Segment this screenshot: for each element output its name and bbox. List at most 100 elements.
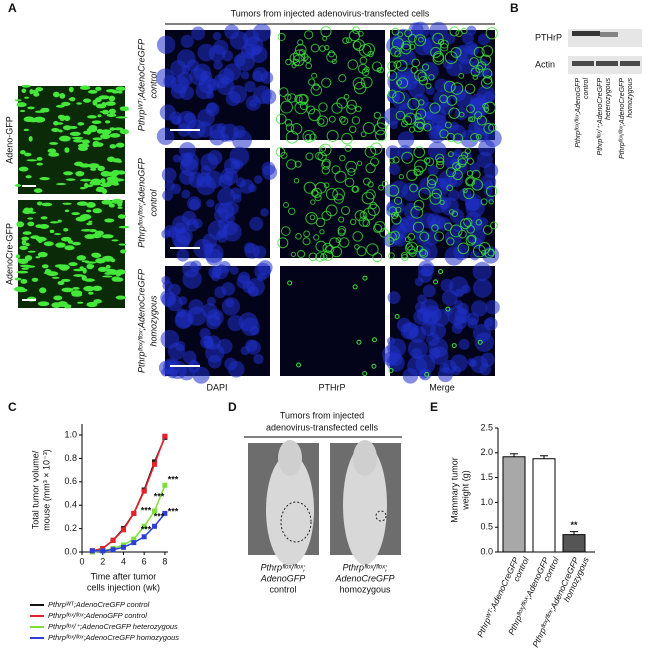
cell xyxy=(107,171,114,176)
stain xyxy=(377,66,384,74)
row-label: control xyxy=(148,188,158,216)
nucleus xyxy=(161,275,171,285)
nucleus xyxy=(387,90,401,104)
cell xyxy=(92,285,103,292)
stain xyxy=(447,151,454,158)
annotation: *** xyxy=(141,505,152,515)
stain xyxy=(341,132,353,145)
stain xyxy=(362,219,371,228)
stain xyxy=(292,54,305,67)
stain xyxy=(425,157,435,167)
cell xyxy=(63,171,73,176)
cell xyxy=(54,264,66,268)
legend-label: Pthrpᶠˡᵒˣ/ᶠˡᵒˣ;AdenoGFP control xyxy=(48,611,147,620)
stain xyxy=(427,174,438,186)
cell xyxy=(40,216,48,220)
stain xyxy=(462,188,468,194)
cell xyxy=(21,88,27,94)
cell xyxy=(19,109,26,113)
cell xyxy=(108,269,118,275)
nucleus xyxy=(221,282,236,296)
stain xyxy=(277,32,286,41)
cell xyxy=(100,133,111,140)
stain xyxy=(400,251,408,259)
stain xyxy=(449,224,463,238)
nucleus xyxy=(464,196,480,212)
cell xyxy=(75,216,87,222)
stain xyxy=(475,219,482,226)
cell xyxy=(79,186,86,190)
cell xyxy=(69,131,81,136)
cell xyxy=(24,152,32,157)
nucleus xyxy=(218,261,231,274)
cell xyxy=(57,114,65,119)
x-axis-label: Time after tumor xyxy=(91,571,157,581)
stain xyxy=(471,179,484,191)
stain xyxy=(290,123,303,135)
nucleus xyxy=(177,71,193,87)
nucleus xyxy=(252,70,264,82)
nucleus xyxy=(481,246,500,264)
cell xyxy=(52,91,60,98)
stain xyxy=(312,83,320,91)
nucleus xyxy=(477,33,490,46)
annotation: *** xyxy=(154,511,165,521)
nucleus xyxy=(253,353,264,365)
panel-label: A xyxy=(8,1,17,15)
annotation: ** xyxy=(570,520,578,530)
nucleus xyxy=(249,99,258,108)
cell xyxy=(43,241,54,247)
stain xyxy=(475,133,482,140)
stain xyxy=(287,280,293,286)
nucleus xyxy=(422,36,443,57)
cell xyxy=(92,142,99,148)
nucleus xyxy=(385,145,400,160)
stain xyxy=(325,188,339,201)
nucleus xyxy=(197,43,216,62)
marker xyxy=(110,547,116,553)
stain xyxy=(397,77,409,89)
stain xyxy=(408,248,417,257)
nucleus xyxy=(206,90,215,99)
stain xyxy=(356,246,367,257)
cell xyxy=(33,188,43,193)
y-tick-label: 0.6 xyxy=(64,476,77,486)
stain xyxy=(339,116,346,123)
cell xyxy=(65,178,76,181)
stain xyxy=(443,80,456,93)
cell xyxy=(112,178,125,182)
image-label: AdenoCre-GFP xyxy=(4,223,14,285)
nucleus xyxy=(451,322,463,334)
nucleus xyxy=(253,245,267,259)
cell xyxy=(108,108,116,115)
cell xyxy=(101,234,114,239)
marker xyxy=(162,433,168,439)
micrograph xyxy=(383,139,500,266)
cell xyxy=(39,287,47,294)
cell xyxy=(35,236,47,242)
cell xyxy=(62,202,72,205)
stain xyxy=(388,368,394,374)
nucleus xyxy=(181,65,191,74)
y-tick-label: 1.0 xyxy=(64,429,77,439)
nucleus xyxy=(262,164,278,180)
micrograph xyxy=(155,23,277,150)
stain xyxy=(311,72,318,79)
cell xyxy=(40,107,50,113)
stain xyxy=(413,168,421,177)
stain xyxy=(460,218,472,230)
stain xyxy=(305,152,314,161)
cell xyxy=(39,224,50,230)
nucleus xyxy=(243,242,256,254)
stain xyxy=(391,27,400,36)
marker xyxy=(141,534,147,540)
stain xyxy=(278,87,289,97)
y-axis-label: Mammary tumor xyxy=(449,457,459,523)
stain xyxy=(448,209,455,215)
y-tick-label: 0.4 xyxy=(64,500,77,510)
stain xyxy=(416,245,424,253)
stain xyxy=(470,67,481,77)
nucleus xyxy=(425,110,435,121)
cell xyxy=(79,178,92,182)
stain xyxy=(346,99,357,110)
